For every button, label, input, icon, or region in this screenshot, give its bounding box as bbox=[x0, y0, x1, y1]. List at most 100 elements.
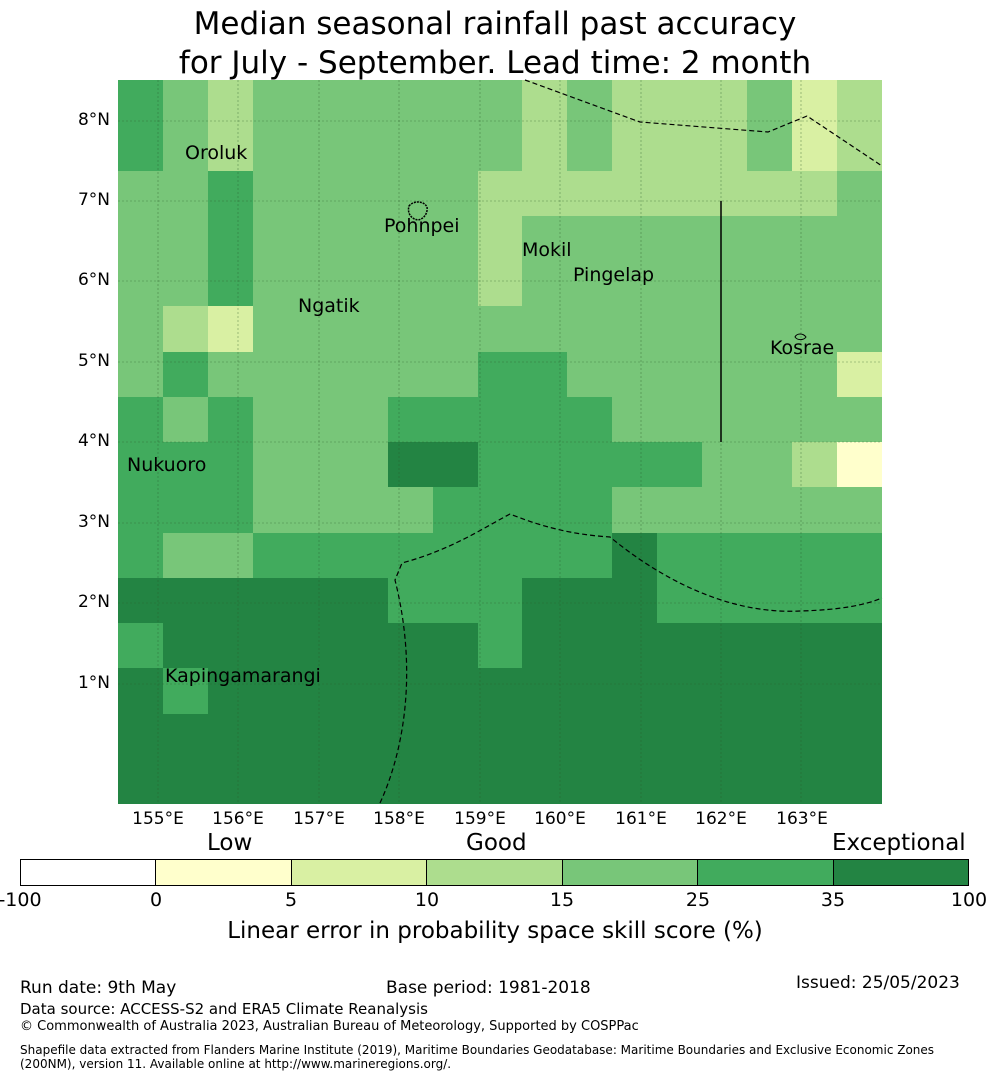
skill-cell bbox=[298, 759, 343, 804]
skill-cell bbox=[118, 397, 163, 442]
colorbar-label: Linear error in probability space skill … bbox=[227, 918, 763, 944]
lat-label-1n: 1°N bbox=[77, 673, 110, 693]
skill-cell bbox=[388, 487, 433, 533]
colorbar-tick-minus100: -100 bbox=[0, 889, 42, 911]
skill-cell bbox=[657, 623, 702, 668]
skill-cell bbox=[478, 442, 522, 487]
skill-cell bbox=[163, 623, 208, 668]
skill-cell bbox=[208, 216, 253, 261]
skill-cell bbox=[702, 80, 747, 125]
colorbar bbox=[20, 859, 969, 886]
skill-cell bbox=[612, 578, 657, 623]
skill-cell bbox=[478, 623, 522, 668]
skill-cell bbox=[478, 578, 522, 623]
skill-cell bbox=[298, 442, 343, 487]
skill-cell bbox=[567, 171, 612, 216]
skill-cell bbox=[478, 714, 522, 759]
skill-cell bbox=[792, 578, 837, 623]
skill-cell bbox=[612, 306, 657, 352]
skill-cell bbox=[612, 352, 657, 397]
skill-cell bbox=[612, 216, 657, 261]
skill-cell bbox=[567, 668, 612, 714]
lon-label-155e: 155°E bbox=[132, 809, 184, 829]
skill-cell bbox=[657, 442, 702, 487]
skill-cell bbox=[522, 397, 567, 442]
skill-cell bbox=[567, 759, 612, 804]
skill-cell bbox=[747, 216, 792, 261]
skill-cell bbox=[747, 397, 792, 442]
skill-cell bbox=[343, 759, 388, 804]
skill-cell bbox=[208, 623, 253, 668]
skill-cell bbox=[343, 125, 388, 171]
colorbar-segment bbox=[698, 860, 834, 885]
colorbar-tick-0: 0 bbox=[149, 889, 163, 911]
skill-cell bbox=[388, 397, 433, 442]
shapefile-credit-line-2: (200NM), version 11. Available online at… bbox=[20, 1057, 452, 1071]
skill-cell bbox=[118, 623, 163, 668]
skill-cell bbox=[747, 533, 792, 578]
skill-cell bbox=[657, 397, 702, 442]
skill-cell bbox=[433, 714, 478, 759]
place-label-pingelap: Pingelap bbox=[573, 264, 655, 286]
skill-cell bbox=[567, 533, 612, 578]
skill-cell bbox=[837, 216, 882, 261]
skill-cell bbox=[208, 306, 253, 352]
skill-cell bbox=[388, 668, 433, 714]
skill-cell bbox=[433, 216, 478, 261]
skill-cell bbox=[118, 714, 163, 759]
skill-cell bbox=[253, 442, 298, 487]
skill-cell bbox=[433, 125, 478, 171]
skill-cell bbox=[792, 306, 837, 352]
lon-label-159e: 159°E bbox=[454, 809, 506, 829]
skill-cell bbox=[612, 125, 657, 171]
skill-cell bbox=[298, 714, 343, 759]
lon-label-160e: 160°E bbox=[534, 809, 586, 829]
skill-cell bbox=[343, 171, 388, 216]
lon-label-157e: 157°E bbox=[293, 809, 345, 829]
skill-cell bbox=[792, 714, 837, 759]
skill-cell bbox=[163, 125, 208, 171]
skill-cell bbox=[253, 668, 298, 714]
skill-cell bbox=[702, 171, 747, 216]
skill-cell bbox=[388, 759, 433, 804]
skill-cell bbox=[747, 261, 792, 306]
skill-cell bbox=[478, 668, 522, 714]
skill-cell bbox=[522, 533, 567, 578]
chart-title-line-1: Median seasonal rainfall past accuracy bbox=[193, 6, 797, 42]
skill-cell bbox=[478, 171, 522, 216]
skill-cell bbox=[388, 171, 433, 216]
lat-label-6n: 6°N bbox=[77, 270, 110, 290]
skill-cell bbox=[837, 668, 882, 714]
skill-cell bbox=[433, 442, 478, 487]
skill-cell bbox=[208, 261, 253, 306]
lat-label-3n: 3°N bbox=[77, 512, 110, 532]
skill-cell bbox=[343, 352, 388, 397]
colorbar-tick-35: 35 bbox=[820, 889, 846, 911]
skill-cell bbox=[792, 759, 837, 804]
skill-cell bbox=[522, 759, 567, 804]
skill-cell bbox=[343, 533, 388, 578]
colorbar-tick-10: 10 bbox=[414, 889, 440, 911]
skill-cell bbox=[253, 714, 298, 759]
lon-label-156e: 156°E bbox=[212, 809, 264, 829]
skill-cell bbox=[208, 125, 253, 171]
skill-cell bbox=[433, 668, 478, 714]
skill-cell bbox=[702, 623, 747, 668]
skill-cell bbox=[657, 759, 702, 804]
skill-cell bbox=[343, 397, 388, 442]
skill-cell bbox=[657, 306, 702, 352]
skill-cell bbox=[343, 668, 388, 714]
lat-label-5n: 5°N bbox=[77, 351, 110, 371]
skill-cell bbox=[657, 578, 702, 623]
skill-cell bbox=[433, 80, 478, 125]
base-period: Base period: 1981-2018 bbox=[386, 978, 591, 998]
skill-cell bbox=[478, 759, 522, 804]
skill-cell bbox=[612, 759, 657, 804]
skill-cell bbox=[837, 171, 882, 216]
place-label-kapingamarangi: Kapingamarangi bbox=[165, 665, 321, 687]
skill-cell bbox=[298, 171, 343, 216]
skill-cell bbox=[253, 261, 298, 306]
colorbar-tick-25: 25 bbox=[685, 889, 711, 911]
issued-date: Issued: 25/05/2023 bbox=[796, 973, 960, 993]
skill-cell bbox=[163, 352, 208, 397]
